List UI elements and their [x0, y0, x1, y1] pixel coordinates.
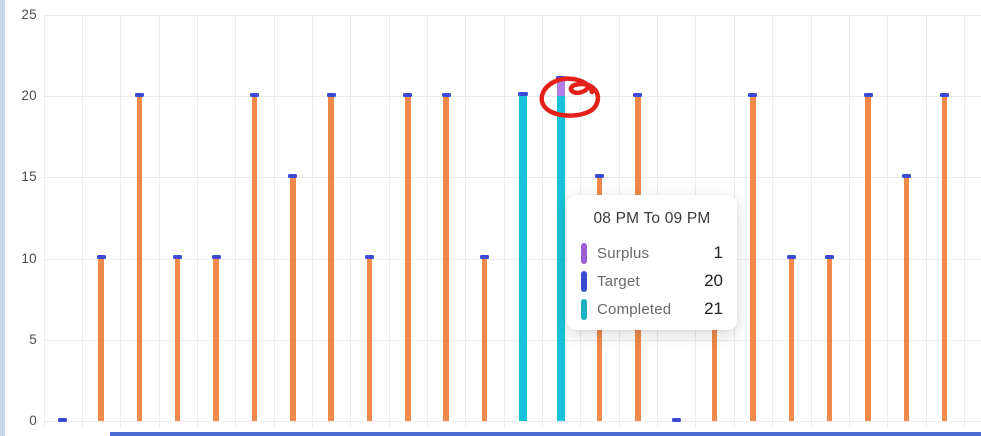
- horizontal-scrollbar-thumb[interactable]: [110, 432, 981, 436]
- gridline-vertical: [43, 15, 45, 427]
- gridline-vertical: [120, 15, 122, 427]
- target-cap: [633, 92, 643, 97]
- tooltip-value: 1: [713, 243, 723, 262]
- tooltip-label: Surplus: [597, 244, 650, 262]
- y-axis-tick-label: 25: [21, 6, 37, 22]
- gridline-vertical: [963, 15, 965, 427]
- y-axis-tick-label: 0: [29, 413, 37, 428]
- target-bar[interactable]: [788, 258, 795, 421]
- target-cap: [364, 255, 374, 260]
- target-cap: [748, 92, 758, 97]
- target-cap: [326, 92, 336, 97]
- completed-swatch-icon: [581, 298, 587, 320]
- target-bar[interactable]: [98, 258, 104, 421]
- tooltip-value: 21: [704, 299, 723, 318]
- target-bar[interactable]: [251, 96, 258, 421]
- hover-tooltip: 08 PM To 09 PM Surplus 1 Target 20 Compl…: [567, 195, 737, 330]
- target-cap: [901, 173, 911, 178]
- gridline-horizontal: [43, 421, 981, 422]
- target-cap: [96, 255, 106, 260]
- gridline-vertical: [810, 15, 812, 427]
- gridline-vertical: [925, 15, 927, 427]
- surplus-segment[interactable]: [556, 79, 566, 97]
- target-cap: [595, 173, 605, 178]
- y-axis-tick-label: 15: [21, 169, 37, 185]
- target-cap: [556, 75, 566, 80]
- gridline-vertical: [311, 15, 313, 427]
- gridline-horizontal: [43, 339, 981, 341]
- red-circle-stroke: [539, 76, 601, 118]
- target-bar[interactable]: [213, 258, 219, 421]
- target-bar[interactable]: [328, 96, 334, 421]
- gridline-vertical: [273, 15, 275, 427]
- gridline-vertical: [465, 15, 467, 427]
- target-bar[interactable]: [174, 258, 181, 421]
- surplus-swatch-icon: [581, 242, 587, 264]
- tooltip-label: Target: [597, 272, 640, 290]
- target-cap: [863, 92, 873, 97]
- y-axis-tick-label: 10: [21, 250, 37, 266]
- tooltip-label: Completed: [597, 300, 672, 318]
- tooltip-row-surplus: Surplus 1: [581, 239, 723, 267]
- gridline-vertical: [81, 15, 83, 427]
- gridline-vertical: [427, 15, 428, 427]
- target-cap: [211, 255, 221, 260]
- gridline-vertical: [235, 15, 237, 427]
- target-cap: [403, 92, 413, 97]
- gridline-horizontal: [43, 14, 981, 16]
- target-bar[interactable]: [290, 177, 296, 421]
- target-cap: [249, 92, 259, 97]
- gridline-horizontal: [43, 96, 981, 98]
- target-bar[interactable]: [443, 96, 449, 421]
- y-axis-tick-label: 5: [29, 331, 37, 347]
- y-axis-tick-label: 20: [21, 88, 37, 104]
- target-cap: [940, 92, 950, 97]
- target-swatch-icon: [581, 270, 587, 292]
- target-cap: [825, 255, 835, 260]
- target-bar[interactable]: [865, 96, 871, 421]
- target-cap: [441, 92, 451, 97]
- target-bar[interactable]: [405, 96, 411, 421]
- gridline-vertical: [887, 15, 889, 427]
- gridline-vertical: [772, 15, 774, 427]
- gridline-vertical: [158, 15, 160, 427]
- target-cap: [288, 173, 298, 178]
- target-cap: [173, 255, 183, 260]
- target-bar[interactable]: [903, 177, 910, 421]
- tooltip-row-target: Target 20: [581, 267, 723, 295]
- target-bar[interactable]: [136, 96, 143, 421]
- tooltip-value: 20: [704, 271, 723, 290]
- gridline-vertical: [388, 15, 390, 427]
- target-bar[interactable]: [711, 258, 718, 421]
- gridline-vertical: [848, 15, 850, 427]
- page-edge-strip: [0, 0, 5, 436]
- target-cap: [134, 92, 144, 97]
- red-circle-annotation: [539, 76, 601, 118]
- gridline-horizontal: [43, 258, 981, 260]
- gridline-horizontal: [43, 177, 981, 179]
- tooltip-title: 08 PM To 09 PM: [593, 210, 711, 227]
- target-bar[interactable]: [941, 96, 948, 421]
- target-bar[interactable]: [750, 96, 756, 421]
- completed-bar[interactable]: [518, 96, 528, 421]
- gridline-vertical: [503, 15, 505, 427]
- zero-target-dash[interactable]: [58, 418, 68, 422]
- tooltip-row-completed: Completed 21: [581, 295, 723, 323]
- target-cap: [480, 255, 490, 260]
- target-bar[interactable]: [481, 258, 488, 421]
- zero-target-dash[interactable]: [671, 418, 681, 422]
- gridline-vertical: [350, 15, 352, 427]
- completed-bar[interactable]: [556, 79, 566, 421]
- gridline-vertical: [196, 15, 198, 427]
- target-cap: [786, 255, 796, 260]
- target-bar[interactable]: [366, 258, 373, 421]
- target-cap: [518, 92, 528, 97]
- target-bar[interactable]: [826, 258, 833, 421]
- gridline-vertical: [542, 15, 544, 427]
